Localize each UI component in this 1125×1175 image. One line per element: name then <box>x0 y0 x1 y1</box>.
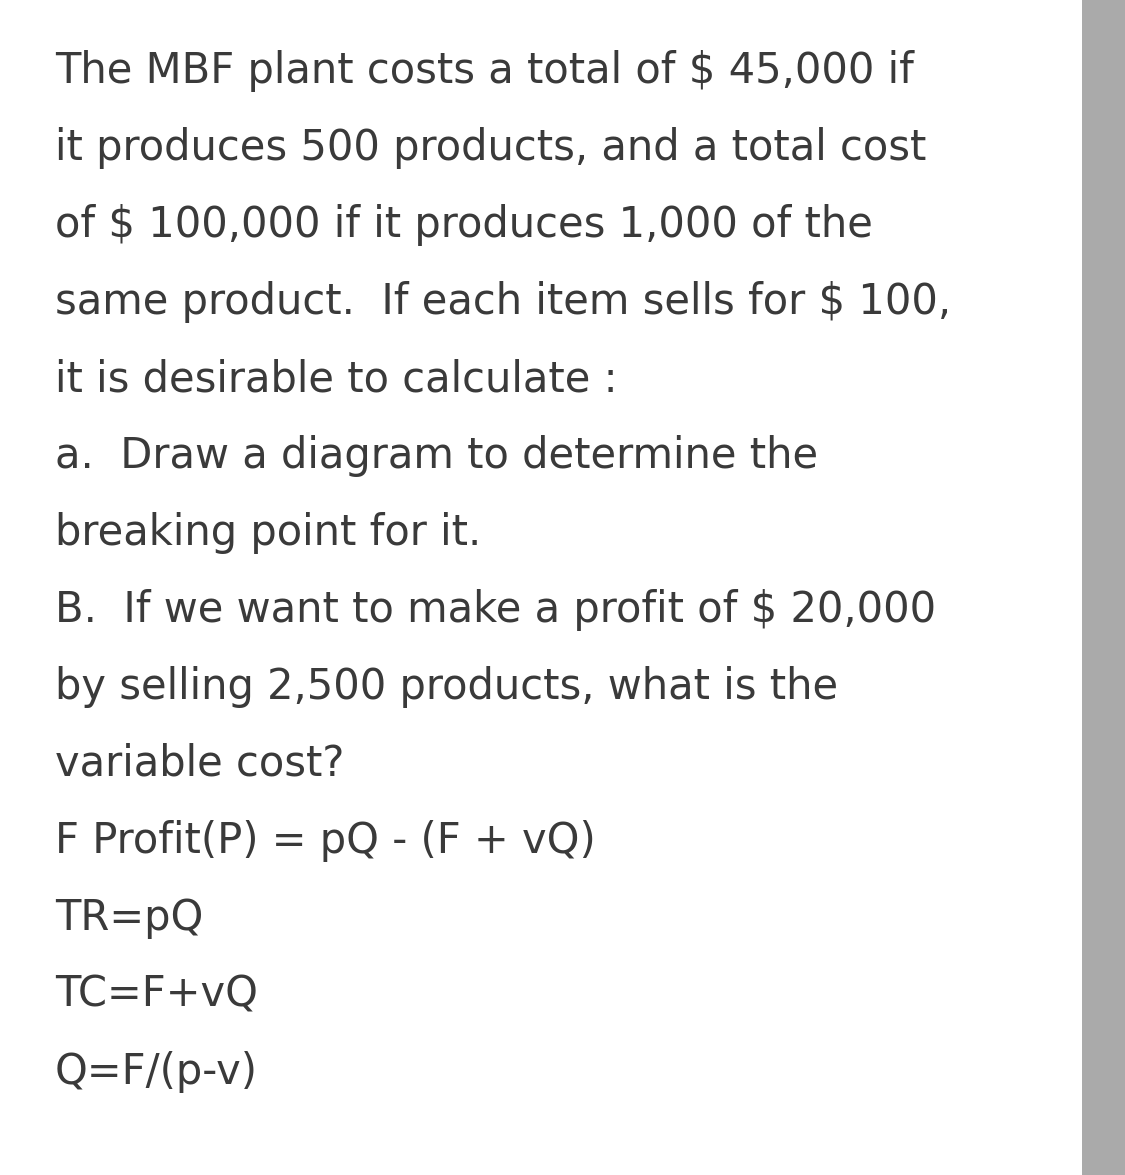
Text: The MBF plant costs a total of $ 45,000 if: The MBF plant costs a total of $ 45,000 … <box>55 51 914 92</box>
Text: same product.  If each item sells for $ 100,: same product. If each item sells for $ 1… <box>55 281 951 323</box>
Bar <box>1082 0 1125 1175</box>
Text: F Profit(P) = pQ - (F + vQ): F Profit(P) = pQ - (F + vQ) <box>55 820 596 862</box>
Text: a.  Draw a diagram to determine the: a. Draw a diagram to determine the <box>55 435 818 477</box>
Text: by selling 2,500 products, what is the: by selling 2,500 products, what is the <box>55 666 838 709</box>
Text: TR=pQ: TR=pQ <box>55 897 204 939</box>
Text: of $ 100,000 if it produces 1,000 of the: of $ 100,000 if it produces 1,000 of the <box>55 204 873 246</box>
Text: it is desirable to calculate :: it is desirable to calculate : <box>55 358 618 400</box>
Text: TC=F+vQ: TC=F+vQ <box>55 974 258 1016</box>
Text: B.  If we want to make a profit of $ 20,000: B. If we want to make a profit of $ 20,0… <box>55 589 936 631</box>
Text: Q=F/(p-v): Q=F/(p-v) <box>55 1050 258 1093</box>
Text: it produces 500 products, and a total cost: it produces 500 products, and a total co… <box>55 127 926 169</box>
Text: variable cost?: variable cost? <box>55 743 344 785</box>
Text: breaking point for it.: breaking point for it. <box>55 512 482 553</box>
